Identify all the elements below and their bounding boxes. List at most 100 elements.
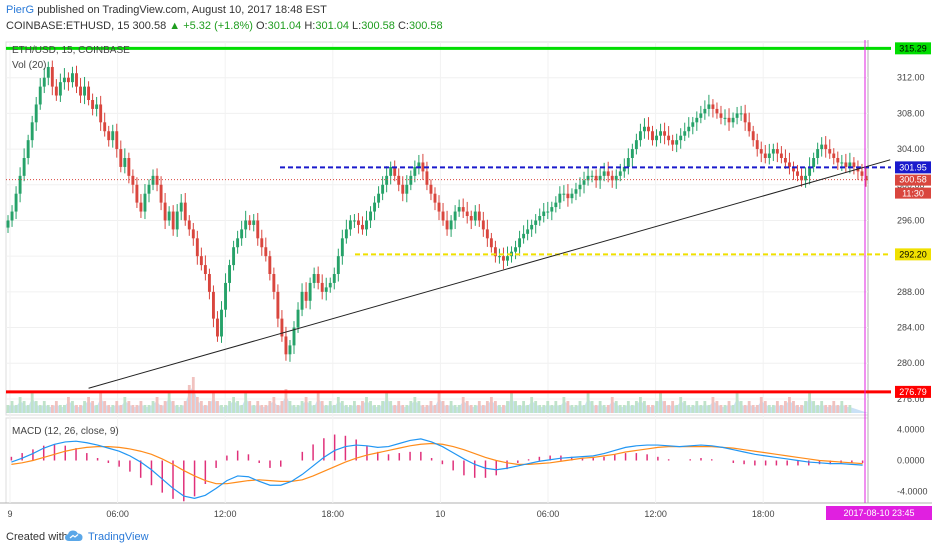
time-tick-label: 18:00 [322, 509, 345, 519]
candle-body [99, 104, 103, 123]
volume-bar [679, 397, 683, 413]
volume-bar [836, 405, 840, 413]
candle-body [203, 265, 207, 275]
close-value: 300.58 [408, 20, 443, 32]
volume-bar [784, 401, 787, 413]
volume-bar [775, 401, 779, 413]
candle-body [844, 162, 848, 167]
volume-bar [167, 393, 171, 413]
candle-body [614, 175, 618, 181]
volume-bar [759, 397, 763, 413]
candle-body [638, 131, 642, 141]
volume-bar [800, 405, 803, 413]
volume-bar [135, 405, 139, 413]
volume-bar [792, 401, 795, 413]
candle-body [324, 287, 328, 292]
candle-body [465, 211, 469, 217]
candle-body [719, 113, 723, 118]
candle-body [373, 202, 377, 212]
volume-bar [365, 397, 368, 413]
volume-bar [763, 401, 767, 413]
candle-body [743, 113, 747, 123]
trendline[interactable] [88, 159, 891, 389]
volume-bar [328, 401, 332, 413]
volume-bar [357, 405, 360, 413]
chart-area[interactable]: 312.00308.00304.00300.00296.00292.00288.… [0, 40, 932, 523]
volume-bar [107, 405, 111, 413]
candle-body [530, 224, 534, 230]
candle-body [703, 108, 707, 114]
time-tick-label: 12:00 [644, 509, 667, 519]
volume-bar [461, 397, 465, 413]
volume-bar [224, 405, 227, 413]
volume-bar [514, 401, 517, 413]
volume-bar [417, 401, 421, 413]
volume-bar [647, 405, 650, 413]
volume-bar [18, 397, 22, 413]
candle-body [195, 238, 199, 257]
candle-body [699, 113, 703, 118]
volume-bar [493, 401, 497, 413]
candle-body [473, 211, 477, 221]
candle-body [691, 122, 695, 127]
volume-bar [433, 405, 437, 413]
candle-body [731, 117, 735, 123]
volume-bar [324, 405, 328, 413]
candle-body [159, 184, 163, 203]
candle-body [340, 238, 344, 257]
macd-pane[interactable] [5, 417, 869, 504]
countdown-label: 11:30 [902, 189, 924, 199]
candle-body [50, 66, 54, 87]
level-price-tag [895, 385, 931, 398]
volume-bar [457, 405, 461, 413]
volume-bar [550, 405, 554, 413]
candle-body [594, 175, 598, 181]
date-marker-tag [826, 506, 932, 520]
candle-body [163, 202, 167, 221]
volume-bar [401, 405, 405, 413]
volume-bar [409, 401, 413, 413]
candle-body [441, 211, 445, 221]
volume-bar [171, 401, 175, 413]
candle-body [695, 117, 699, 123]
candle-body [445, 220, 449, 230]
candle-body [655, 135, 658, 141]
candle-body [469, 216, 473, 221]
volume-bar [626, 401, 630, 413]
time-tick-label: 06:00 [537, 509, 560, 519]
candle-body [187, 220, 191, 230]
volume-bar [34, 401, 38, 413]
macd-pane-title: MACD (12, 26, close, 9) [12, 426, 119, 437]
candle-body [449, 220, 453, 230]
price-tick-label: 284.00 [897, 323, 925, 333]
volume-bar [381, 401, 385, 413]
candle-body [723, 117, 727, 119]
candle-body [30, 122, 34, 141]
tradingview-brand-link[interactable]: TradingView [88, 531, 149, 543]
candle-body [775, 149, 779, 154]
volume-bar [663, 401, 666, 413]
volume-bar [771, 405, 775, 413]
candle-body [328, 282, 332, 288]
author-link[interactable]: PierG [6, 4, 35, 16]
level-price-tag [895, 248, 931, 261]
price-tick-label: 312.00 [897, 73, 925, 83]
candle-body [618, 171, 622, 176]
candle-body [280, 318, 284, 337]
candle-body [788, 162, 791, 167]
candle-body [679, 135, 683, 141]
price-pane[interactable] [5, 41, 869, 416]
volume-bar [767, 405, 771, 413]
candle-body [848, 162, 852, 167]
volume-bar [14, 405, 18, 413]
volume-bar [743, 405, 747, 413]
candle-body [421, 162, 425, 172]
volume-bar [586, 393, 590, 413]
volume-bar [369, 401, 372, 413]
publish-info: published on TradingView.com, August 10,… [37, 4, 327, 16]
volume-bar [606, 405, 610, 413]
volume-bar [256, 401, 260, 413]
volume-bar [425, 405, 429, 413]
volume-bar [155, 397, 159, 413]
volume-bar [465, 401, 469, 413]
